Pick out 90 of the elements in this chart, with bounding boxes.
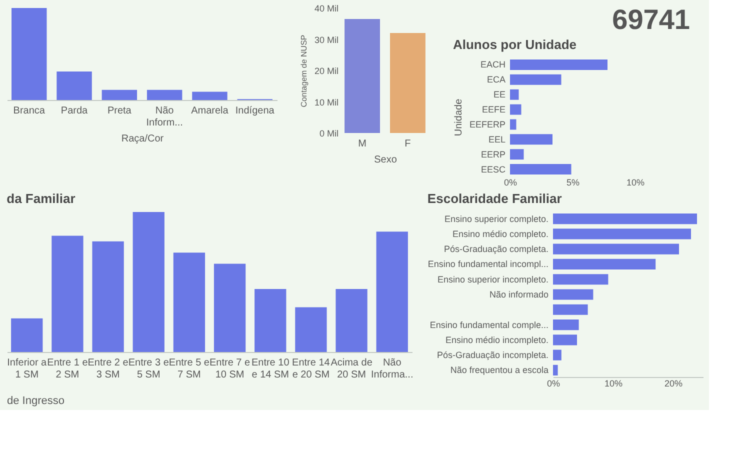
y-tick-label: Não frequentou a escola [450,365,548,376]
bar [12,8,47,100]
y-tick-label: EERP [480,149,506,160]
y-tick-label: 10 Mil [314,97,338,108]
x-tick-label: Indígena [235,106,275,116]
y-tick-label: Ensino superior completo. [444,214,548,224]
bar [553,334,577,346]
bar [510,149,524,160]
y-axis-title: Unidade [453,98,464,136]
bar [11,318,43,352]
x-tick-label: Acima de 20 SM [330,358,373,380]
bar [92,241,124,352]
y-axis-title: Contagem de NUSP [299,34,308,108]
y-tick-label: EEL [488,134,506,144]
bar [510,104,522,115]
x-tick-label: Entre 14 e 20 SM [292,358,330,380]
y-tick-label: EESC [480,164,506,174]
x-tick-label: 0% [504,178,518,188]
x-axis-title: Raça/Cor [121,134,164,144]
bar [510,59,608,70]
x-tick-label: 0% [546,378,560,388]
bar [553,274,608,285]
x-tick-label: Entre 7 e 10 SM [209,358,251,380]
bar [510,74,562,85]
bar [553,228,691,240]
bar [376,232,408,352]
y-tick-label: EE [493,90,506,100]
y-tick-label: 30 Mil [314,34,338,45]
bar [214,264,246,352]
x-tick-label: 5% [566,178,580,188]
bar [553,289,594,300]
y-tick-label: 0 Mil [319,128,338,138]
bar [553,319,579,330]
y-tick-label: Pós-Graduação incompleta. [436,350,548,360]
x-tick-label: Entre 1 e 2 SM [47,358,88,380]
y-tick-label: Não informado [489,290,548,300]
bar [146,90,182,100]
x-tick-label: Não Inform... [146,106,183,128]
x-tick-label: Entre 10 e 14 SM [251,358,290,380]
x-tick-label: Entre 5 e 7 SM [168,358,210,380]
bar [295,307,327,352]
chart-title: Alunos por Unidade [452,37,576,52]
y-tick-label: 20 Mil [314,66,338,76]
bar [510,119,516,130]
bar [102,90,138,100]
y-tick-label: EACH [480,60,506,70]
x-tick-label: Inferior a 1 SM [7,358,48,380]
bar [510,164,572,175]
x-tick-label: Não Informa... [370,358,414,380]
y-tick-label: Ensino fundamental comple... [430,320,548,330]
bar [553,258,656,270]
x-tick-label: 10% [626,178,645,188]
y-tick-label: EEFERP [469,119,506,130]
y-tick-label: EEFE [482,104,506,115]
x-tick-label: Entre 3 e 5 SM [128,358,170,380]
bar [56,71,92,100]
y-tick-label: Ensino fundamental incompl... [428,259,548,270]
x-tick-label: Amarela [191,106,229,116]
y-tick-label: Ensino médio completo. [452,228,548,239]
bar [553,304,588,315]
y-tick-label: Ensino superior incompleto. [437,274,548,284]
x-tick-label: Parda [60,106,88,116]
bar [553,364,558,376]
bar [173,252,206,352]
x-tick-label: 20% [664,378,683,388]
x-tick-label: Branca [13,106,46,116]
bar [192,92,228,100]
x-tick-label: Entre 2 e 3 SM [88,358,129,380]
bar [510,134,552,145]
bar [52,236,84,352]
bar [254,289,286,352]
bar [553,244,679,254]
bar [553,350,562,360]
bar [553,214,697,224]
bar [336,289,368,352]
chart-title: da Familiar [6,191,76,206]
x-axis-title: Sexo [374,154,398,166]
y-tick-label: 40 Mil [314,4,338,14]
text: 69741 [612,4,690,35]
y-tick-label: ECA [486,74,506,85]
x-tick-label: 10% [604,378,623,388]
x-tick-label: Preta [107,106,132,116]
x-tick-label: M [358,138,366,150]
y-tick-label: Ensino médio incompleto. [445,334,548,345]
chart-title: Escolaridade Familiar [427,191,562,206]
y-tick-label: Pós-Graduação completa. [444,244,548,254]
x-tick-label: F [404,138,411,150]
bar [132,212,164,352]
bar [510,89,519,100]
text: de Ingresso [7,395,64,407]
